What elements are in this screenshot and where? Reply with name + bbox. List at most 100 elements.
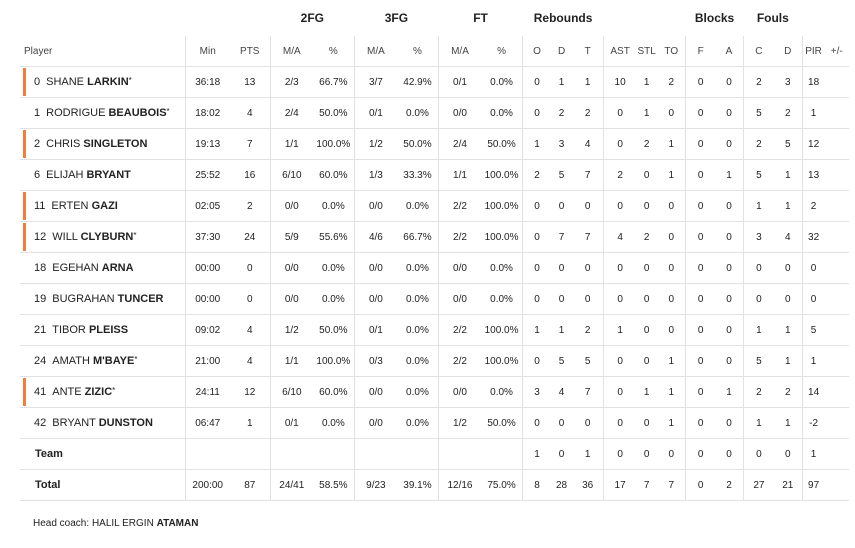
player-name-cell[interactable]: 11 ERTEN GAZI	[20, 190, 186, 222]
player-name-cell[interactable]: 6 ELIJAH BRYANT	[20, 159, 186, 191]
player-row[interactable]: 6 ELIJAH BRYANT 25:52 16 6/10 60.0% 1/3 33.3% 1/…	[20, 159, 849, 191]
cell-fouls-c: 2	[742, 376, 774, 408]
cell-blocks-a: 0	[715, 221, 744, 253]
cell-ft-pct: 100.0%	[481, 221, 523, 253]
cell-pts: 4	[229, 314, 271, 346]
player-first-name: EGEHAN	[52, 262, 99, 274]
cell-ft-pct: 0.0%	[481, 283, 523, 315]
cell-2fg-pct: 0.0%	[312, 407, 355, 439]
player-row[interactable]: 18 EGEHAN ARNA 00:00 0 0/0 0.0% 0/0 0.0% 0/0 0.0%…	[20, 252, 849, 284]
player-name-cell[interactable]: 21 TIBOR PLEISS	[20, 314, 186, 346]
group-header-ft: FT	[473, 11, 488, 25]
cell-blocks-f: 0	[685, 438, 716, 470]
cell-stl: 0	[636, 252, 658, 284]
cell-ast: 0	[603, 407, 637, 439]
cell-ft-pct: 100.0%	[481, 159, 523, 191]
player-row[interactable]: 24 AMATH M'BAYE* 21:00 4 1/1 100.0% 0/3 0.0% 2/2…	[20, 345, 849, 377]
cell-to: 1	[657, 128, 686, 160]
cell-3fg-ma: 0/0	[353, 252, 397, 284]
player-row[interactable]: 12 WILL CLYBURN* 37:30 24 5/9 55.6% 4/6 66.7% 2/…	[20, 221, 849, 253]
cell-reb-d: 0	[550, 438, 573, 470]
cell-2fg-ma: 24/41	[269, 469, 313, 501]
cell-2fg-ma	[269, 438, 313, 470]
cell-reb-t: 2	[572, 97, 604, 129]
cell-plus-minus	[824, 314, 849, 346]
cell-reb-o: 0	[522, 252, 551, 284]
cell-2fg-pct: 0.0%	[312, 190, 355, 222]
cell-to: 1	[657, 376, 686, 408]
header-reb-o: O	[522, 36, 551, 67]
player-number: 24	[34, 355, 47, 367]
cell-blocks-f: 0	[685, 159, 716, 191]
cell-fouls-c: 2	[742, 128, 774, 160]
player-row[interactable]: 41 ANTE ZIZIC* 24:11 12 6/10 60.0% 0/0 0.0% 0/0 0…	[20, 376, 849, 408]
player-name-cell[interactable]: 18 EGEHAN ARNA	[20, 252, 186, 284]
player-name-cell[interactable]: 1 RODRIGUE BEAUBOIS*	[20, 97, 186, 129]
cell-2fg-ma: 1/1	[269, 345, 313, 377]
cell-3fg-pct: 0.0%	[396, 97, 439, 129]
cell-fouls-c: 27	[742, 469, 774, 501]
cell-fouls-c: 1	[742, 190, 774, 222]
player-number: 1	[34, 107, 41, 119]
player-first-name: CHRIS	[46, 138, 81, 150]
cell-reb-d: 0	[550, 190, 573, 222]
cell-blocks-f: 0	[685, 469, 716, 501]
player-number: 42	[34, 417, 47, 429]
player-name-cell[interactable]: 12 WILL CLYBURN*	[20, 221, 186, 253]
boxscore-table-container: 2FG 3FG FT Rebounds Blocks Fouls Player …	[20, 0, 849, 501]
player-row[interactable]: 2 CHRIS SINGLETON 19:13 7 1/1 100.0% 1/2 50.0% 2…	[20, 128, 849, 160]
cell-reb-t: 7	[572, 221, 604, 253]
cell-pir: 97	[801, 469, 825, 501]
cell-reb-d: 5	[550, 345, 573, 377]
cell-ft-pct: 100.0%	[481, 345, 523, 377]
player-last-name: CLYBURN	[80, 231, 134, 243]
cell-blocks-f: 0	[685, 407, 716, 439]
cell-min: 09:02	[184, 314, 230, 346]
player-row[interactable]: 1 RODRIGUE BEAUBOIS* 18:02 4 2/4 50.0% 0/1 0.0%…	[20, 97, 849, 129]
cell-to: 0	[657, 97, 686, 129]
player-first-name: WILL	[52, 231, 78, 243]
cell-blocks-f: 0	[685, 221, 716, 253]
cell-fouls-d: 1	[773, 159, 803, 191]
player-name-cell[interactable]: 19 BUGRAHAN TUNCER	[20, 283, 186, 315]
cell-3fg-ma: 9/23	[353, 469, 397, 501]
cell-fouls-d: 0	[773, 438, 803, 470]
player-row[interactable]: 19 BUGRAHAN TUNCER 00:00 0 0/0 0.0% 0/0 0.0% 0/0…	[20, 283, 849, 315]
cell-2fg-ma: 0/0	[269, 190, 313, 222]
player-row[interactable]: 21 TIBOR PLEISS 09:02 4 1/2 50.0% 0/1 0.0% 2/2 10…	[20, 314, 849, 346]
head-coach-label: Head coach:	[33, 518, 90, 529]
player-name-cell[interactable]: 2 CHRIS SINGLETON	[20, 128, 186, 160]
player-name-cell[interactable]: 24 AMATH M'BAYE*	[20, 345, 186, 377]
player-row[interactable]: 11 ERTEN GAZI 02:05 2 0/0 0.0% 0/0 0.0% 2/2 100.0…	[20, 190, 849, 222]
cell-3fg-pct: 39.1%	[396, 469, 439, 501]
cell-reb-t: 7	[572, 376, 604, 408]
cell-3fg-pct: 0.0%	[396, 252, 439, 284]
cell-ft-pct: 0.0%	[481, 376, 523, 408]
player-row[interactable]: 0 SHANE LARKIN* 36:18 13 2/3 66.7% 3/7 42.9% 0/1…	[20, 66, 849, 98]
player-row[interactable]: 42 BRYANT DUNSTON 06:47 1 0/1 0.0% 0/0 0.0% 1/2 5…	[20, 407, 849, 439]
player-last-name: SINGLETON	[83, 138, 148, 150]
cell-stl: 2	[636, 128, 658, 160]
cell-pir: 1	[801, 97, 825, 129]
cell-3fg-ma: 0/0	[353, 283, 397, 315]
cell-to: 1	[657, 159, 686, 191]
cell-fouls-d: 0	[773, 252, 803, 284]
cell-reb-o: 0	[522, 66, 551, 98]
player-name-cell[interactable]: 41 ANTE ZIZIC*	[20, 376, 186, 408]
cell-ft-pct: 0.0%	[481, 66, 523, 98]
cell-2fg-ma: 6/10	[269, 159, 313, 191]
cell-blocks-a: 0	[715, 407, 744, 439]
cell-blocks-f: 0	[685, 128, 716, 160]
cell-stl: 0	[636, 190, 658, 222]
header-fouls-d: D	[773, 36, 803, 67]
player-name-cell[interactable]: 42 BRYANT DUNSTON	[20, 407, 186, 439]
cell-reb-t: 2	[572, 314, 604, 346]
cell-2fg-pct: 0.0%	[312, 283, 355, 315]
player-name-cell[interactable]: 0 SHANE LARKIN*	[20, 66, 186, 98]
cell-reb-o: 0	[522, 283, 551, 315]
cell-pir: 0	[801, 283, 825, 315]
cell-blocks-a: 0	[715, 252, 744, 284]
cell-to: 0	[657, 283, 686, 315]
header-reb-d: D	[550, 36, 573, 67]
cell-plus-minus	[824, 345, 849, 377]
